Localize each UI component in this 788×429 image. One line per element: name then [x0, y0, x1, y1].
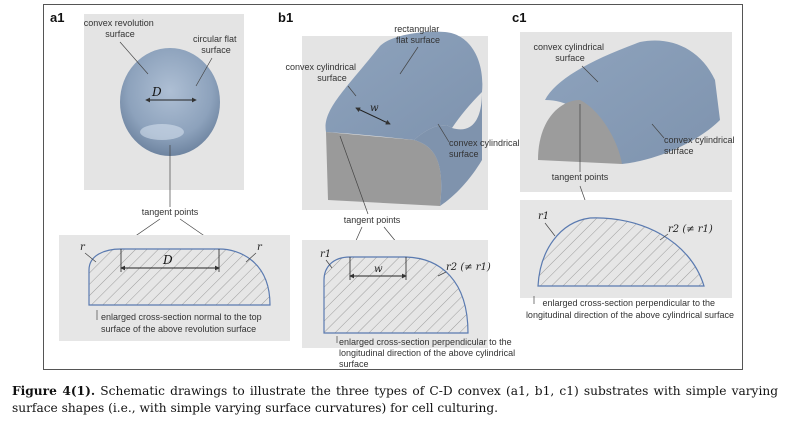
a1-radius-left-leader — [84, 252, 97, 263]
b1-radius-r1-leader — [325, 259, 333, 269]
a1-cross-section-label: enlarged cross-section normal to the top… — [101, 312, 264, 334]
panel-c1: c1 convex cylindrical surface convex cyl… — [512, 10, 737, 320]
a1-top-dimension-label: D — [151, 85, 162, 99]
a1-dome-highlight — [140, 124, 184, 140]
a1-tangent-points-label: tangent points — [142, 207, 199, 217]
panel-c1-letter: c1 — [512, 10, 526, 25]
c1-convex-right-label: convex cylindrical surface — [664, 135, 737, 156]
b1-radius-r2-leader — [437, 271, 447, 277]
panel-b1: b1 w rectangular flat surface convex cyl… — [278, 10, 522, 369]
c1-convex-right-leader — [651, 123, 665, 139]
a1-flat-leader — [195, 57, 213, 87]
c1-tangent-points-label: tangent points — [552, 172, 609, 182]
c1-cross-section-label: enlarged cross-section perpendicular to … — [526, 298, 734, 320]
c1-radius-r2-label: r2 (≠ r1) — [668, 224, 713, 235]
c1-radius-r1-label: r1 — [538, 211, 549, 222]
c1-convex-top-leader — [581, 65, 599, 83]
figure-caption-text: Schematic drawings to illustrate the thr… — [12, 384, 778, 415]
a1-radius-left-label: r — [80, 242, 86, 253]
b1-cylinder-side-surface — [414, 92, 482, 206]
a1-dome-shape — [120, 48, 220, 156]
a1-radius-right-leader — [245, 252, 257, 263]
b1-tangent-vertical-leader — [339, 135, 369, 215]
b1-top-dimension-arrow — [355, 107, 391, 125]
a1-revolution-surface-label: convex revolution surface — [84, 18, 157, 39]
c1-radius-r1-leader — [544, 222, 556, 237]
a1-radius-right-label: r — [257, 242, 263, 253]
c1-cylinder-top-surface — [545, 40, 720, 164]
figure-caption: Figure 4(1). Schematic drawings to illus… — [12, 383, 778, 417]
panel-b1-letter: b1 — [278, 10, 293, 25]
a1-bottom-dimension-label: D — [162, 253, 173, 267]
b1-tangent-points-label: tangent points — [344, 215, 401, 225]
b1-radius-r2-label: r2 (≠ r1) — [446, 262, 491, 273]
c1-cross-section-shape — [537, 217, 705, 287]
b1-cross-section-label: enlarged cross-section perpendicular to … — [339, 337, 518, 369]
a1-flat-surface-label: circular flat surface — [193, 34, 239, 55]
schematic-diagram: a1 D convex revolution surface circular … — [50, 10, 737, 369]
b1-radius-r1-label: r1 — [320, 249, 331, 260]
b1-top-dimension-label: w — [370, 103, 379, 114]
b1-bottom-dimension-label: w — [374, 264, 383, 275]
figure-caption-bold: Figure 4(1). — [12, 384, 96, 398]
b1-rect-surface-label: rectangular flat surface — [394, 24, 442, 45]
b1-convex-left-leader — [347, 85, 357, 97]
a1-cross-section-shape — [88, 248, 271, 306]
panel-a1: a1 D convex revolution surface circular … — [50, 10, 290, 341]
panel-a1-letter: a1 — [50, 10, 64, 25]
a1-revolution-leader — [119, 41, 149, 75]
b1-convex-left-label: convex cylindrical surface — [285, 62, 358, 83]
b1-rect-leader — [399, 46, 419, 75]
c1-convex-top-label: convex cylindrical surface — [533, 42, 606, 63]
b1-convex-right-leader — [437, 123, 450, 143]
c1-radius-r2-leader — [659, 233, 669, 241]
b1-convex-right-label: convex cylindrical surface — [449, 138, 522, 159]
b1-cylinder-front-face — [326, 132, 442, 206]
